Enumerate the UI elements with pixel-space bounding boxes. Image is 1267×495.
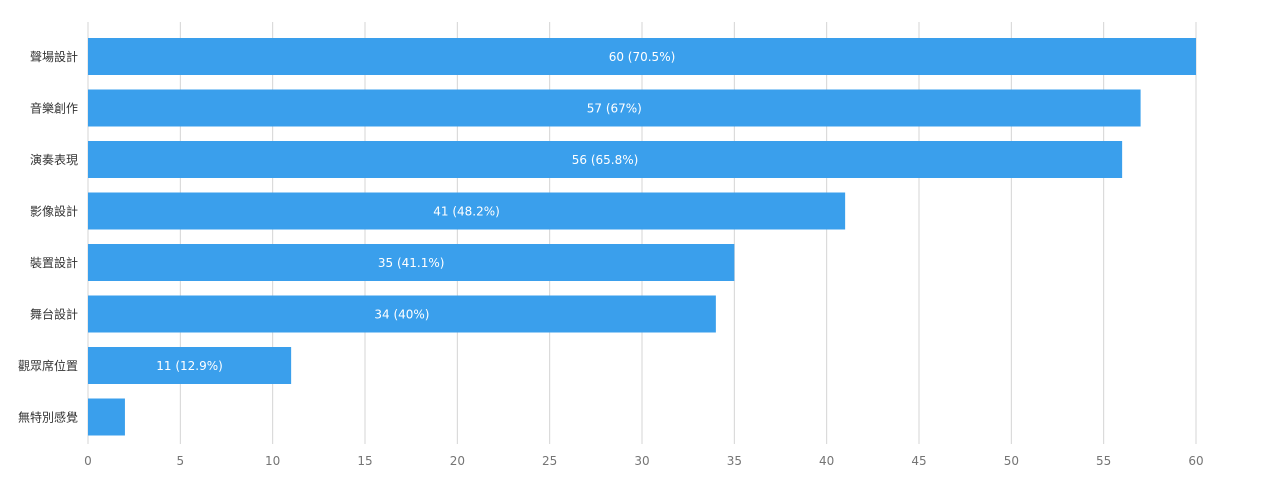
- bar: [88, 192, 846, 230]
- category-label: 音樂創作: [30, 101, 78, 116]
- x-tick-label: 0: [84, 454, 92, 468]
- bar: [88, 89, 1141, 127]
- x-tick-label: 45: [911, 454, 926, 468]
- bar-data-label: 11 (12.9%): [156, 359, 223, 373]
- bar: [88, 141, 1123, 178]
- bar: [88, 398, 125, 436]
- category-label: 觀眾席位置: [18, 358, 78, 373]
- data-labels: 60 (70.5%) 57 (67%) 56 (65.8%) 41 (48.2%) 35…: [156, 50, 675, 373]
- bar-data-label: 35 (41.1%): [378, 256, 445, 270]
- category-label: 裝置設計: [30, 255, 78, 270]
- x-tick-label: 5: [177, 454, 185, 468]
- x-tick-label: 60: [1188, 454, 1203, 468]
- x-tick-label: 40: [819, 454, 834, 468]
- bars: [88, 38, 1196, 436]
- x-tick-label: 10: [265, 454, 280, 468]
- x-tick-label: 15: [357, 454, 372, 468]
- category-label: 舞台設計: [30, 307, 78, 322]
- category-label: 無特別感覺: [18, 410, 78, 425]
- bar-data-label: 60 (70.5%): [609, 50, 676, 64]
- bar: [88, 244, 735, 281]
- category-label: 影像設計: [30, 204, 78, 219]
- x-tick-label: 50: [1004, 454, 1019, 468]
- bar-data-label: 57 (67%): [587, 102, 642, 116]
- x-tick-label: 25: [542, 454, 557, 468]
- x-tick-label: 20: [450, 454, 465, 468]
- x-tick-labels: 0 5 10 15 20 25 30 35 40 45 50 55 60: [84, 454, 1203, 468]
- bar-data-label: 41 (48.2%): [433, 205, 500, 219]
- x-tick-label: 35: [727, 454, 742, 468]
- bar-data-label: 34 (40%): [374, 308, 429, 322]
- bar: [88, 295, 716, 333]
- x-tick-label: 30: [634, 454, 649, 468]
- category-label: 演奏表現: [30, 152, 78, 167]
- bar: [88, 38, 1196, 75]
- category-label: 聲場設計: [30, 49, 78, 64]
- bar-data-label: 56 (65.8%): [572, 153, 639, 167]
- x-tick-label: 55: [1096, 454, 1111, 468]
- bar: [88, 347, 292, 384]
